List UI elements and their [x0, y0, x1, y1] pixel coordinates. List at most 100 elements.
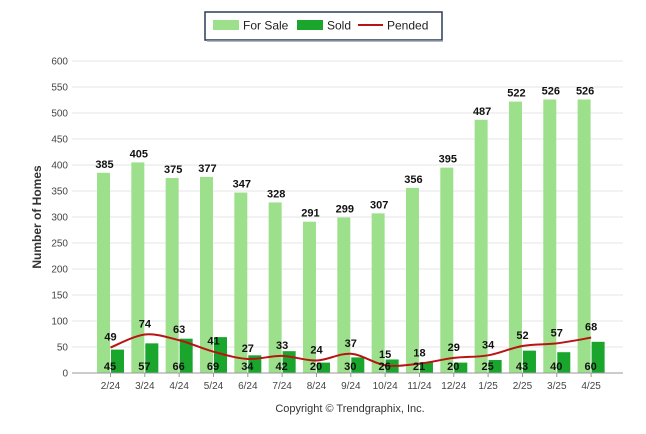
- label-sold: 57: [138, 361, 150, 373]
- bar-sold: [213, 337, 227, 373]
- label-sold: 66: [173, 361, 185, 373]
- y-tick-label: 150: [51, 291, 68, 302]
- label-pended: 41: [207, 336, 219, 348]
- label-sold: 60: [584, 361, 596, 373]
- x-tick-label: 2/25: [513, 381, 533, 392]
- bar-for-sale: [234, 192, 248, 373]
- label-for-sale: 291: [301, 208, 319, 220]
- x-tick-label: 9/24: [341, 381, 361, 392]
- x-tick-label: 8/24: [307, 381, 327, 392]
- label-sold: 26: [379, 361, 391, 373]
- x-tick-label: 3/24: [135, 381, 155, 392]
- label-sold: 43: [516, 361, 528, 373]
- bar-sold: [488, 360, 502, 373]
- x-tick-label: 7/24: [272, 381, 292, 392]
- y-tick-label: 100: [51, 317, 68, 328]
- y-axis: 0 50 100 150 200 250 300 350 400 450 500 550 600: [51, 57, 68, 380]
- label-pended: 34: [482, 339, 495, 351]
- label-pended: 18: [413, 348, 425, 360]
- y-tick-label: 200: [51, 265, 68, 276]
- y-axis-title: Number of Homes: [30, 165, 44, 269]
- label-pended: 57: [551, 327, 563, 339]
- bar-sold: [145, 343, 159, 373]
- label-for-sale: 487: [473, 106, 491, 118]
- bar-for-sale: [474, 119, 488, 373]
- bar-for-sale: [268, 202, 282, 373]
- x-tick-label: 10/24: [373, 381, 398, 392]
- bar-for-sale: [302, 221, 316, 373]
- label-for-sale: 375: [164, 164, 182, 176]
- bar-sold: [557, 352, 571, 373]
- legend: For Sale Sold Pended: [204, 11, 443, 42]
- bar-sold: [591, 341, 605, 373]
- label-for-sale: 356: [404, 174, 422, 186]
- bar-sold: [111, 349, 124, 373]
- label-pended: 15: [379, 349, 391, 361]
- legend-swatch-sold: [297, 20, 323, 30]
- label-for-sale: 328: [267, 188, 285, 200]
- legend-label-for-sale: For Sale: [243, 19, 289, 33]
- label-sold: 40: [550, 361, 562, 373]
- y-tick-label: 0: [62, 369, 68, 380]
- y-tick-label: 600: [51, 57, 68, 68]
- label-pended: 33: [276, 340, 288, 352]
- label-sold: 30: [344, 361, 356, 373]
- bar-for-sale: [131, 162, 145, 373]
- x-tick-label: 4/24: [169, 381, 189, 392]
- x-tick-label: 2/24: [101, 381, 121, 392]
- label-for-sale: 299: [336, 204, 354, 216]
- bars: [97, 99, 605, 373]
- bar-sold: [419, 362, 433, 373]
- label-pended: 63: [173, 324, 185, 336]
- label-sold: 42: [276, 361, 288, 373]
- label-pended: 37: [345, 338, 357, 350]
- y-tick-label: 450: [51, 135, 68, 146]
- label-for-sale: 526: [542, 85, 560, 97]
- bar-for-sale: [165, 178, 179, 373]
- y-tick-label: 50: [57, 343, 69, 354]
- label-sold: 69: [207, 361, 219, 373]
- bar-for-sale: [440, 167, 454, 373]
- y-tick-label: 300: [51, 213, 68, 224]
- label-pended: 52: [516, 330, 528, 342]
- legend-box: [204, 11, 443, 41]
- label-pended: 49: [104, 332, 116, 344]
- label-for-sale: 307: [370, 199, 388, 211]
- bar-for-sale: [543, 99, 557, 373]
- label-sold: 20: [310, 361, 322, 373]
- label-sold: 45: [104, 361, 116, 373]
- label-sold: 25: [482, 361, 494, 373]
- label-sold: 20: [447, 361, 459, 373]
- x-tick-label: 6/24: [238, 381, 258, 392]
- bar-sold: [179, 338, 193, 373]
- y-tick-label: 400: [51, 161, 68, 172]
- label-for-sale: 377: [198, 163, 216, 175]
- pended-line: [110, 333, 592, 367]
- bar-for-sale: [577, 99, 591, 373]
- legend-label-pended: Pended: [387, 19, 428, 33]
- legend-label-sold: Sold: [327, 19, 351, 33]
- label-sold: 34: [241, 361, 254, 373]
- label-for-sale: 395: [439, 154, 457, 166]
- data-labels: 385 45 49 405 57 74 375 66 63 377 69 41 347 34 27 328 42…: [95, 85, 597, 373]
- label-sold: 21: [413, 361, 425, 373]
- bar-sold: [454, 362, 468, 373]
- y-tick-label: 500: [51, 109, 68, 120]
- pended-line-layer: [110, 333, 592, 367]
- x-tick-label: 1/25: [478, 381, 498, 392]
- y-tick-label: 350: [51, 187, 68, 198]
- label-pended: 74: [139, 319, 152, 331]
- x-axis: 2/24 3/24 4/24 5/24 6/24 7/24 8/24 9/24 10/24 11/…: [72, 372, 623, 392]
- x-tick-label: 5/24: [204, 381, 224, 392]
- x-tick-label: 4/25: [581, 381, 601, 392]
- label-pended: 27: [242, 343, 254, 355]
- bar-for-sale: [371, 213, 385, 373]
- label-for-sale: 347: [233, 179, 251, 191]
- bar-for-sale: [337, 217, 351, 373]
- label-pended: 29: [448, 342, 460, 354]
- bar-for-sale: [199, 176, 213, 373]
- bar-for-sale: [405, 187, 419, 373]
- x-tick-label: 11/24: [407, 381, 432, 392]
- label-pended: 24: [310, 345, 323, 357]
